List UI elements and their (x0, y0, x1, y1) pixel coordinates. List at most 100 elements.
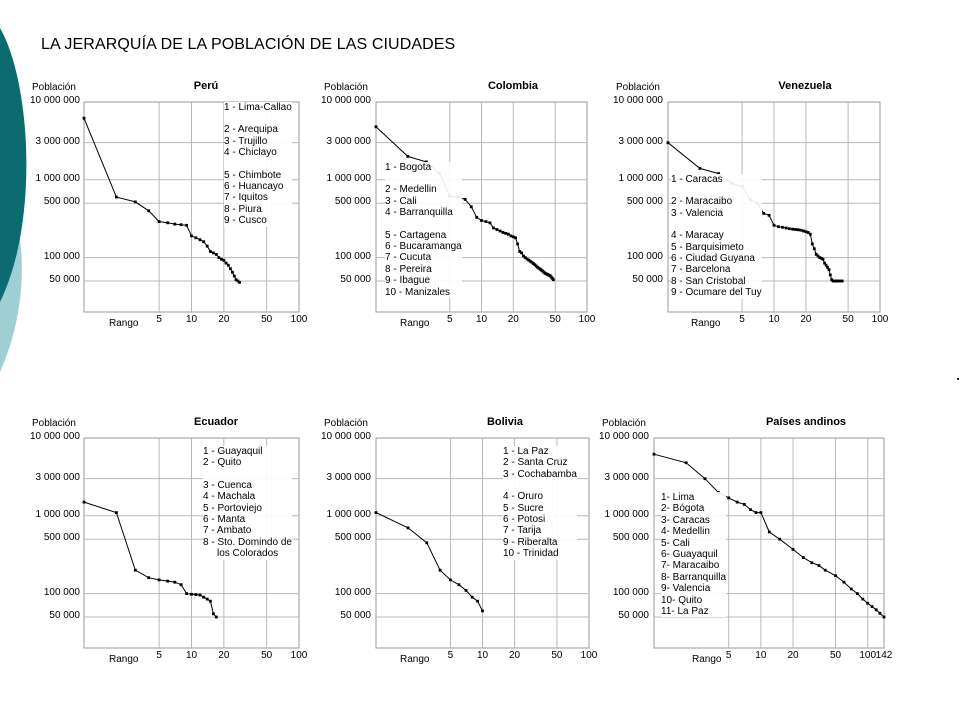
data-point (232, 274, 236, 278)
data-point (190, 234, 193, 238)
legend-item: 6- Guayaquil (661, 549, 718, 561)
legend-item: 1- Lima (661, 492, 695, 503)
x-tick-label: 20 (218, 314, 230, 325)
data-point (198, 238, 202, 242)
legend-item: 1 - Guayaquil (203, 446, 263, 457)
data-point (198, 593, 202, 597)
x-tick-label: 10 (476, 650, 489, 661)
data-point (523, 256, 527, 259)
data-point (874, 608, 878, 612)
legend-item: 6 - Ciudad Guyana (671, 253, 755, 265)
data-point (821, 257, 825, 261)
data-point (525, 257, 529, 261)
data-point (849, 587, 853, 591)
data-point (840, 279, 844, 283)
city-legend: 1 - Lima-Callao 2 - Arequipa 3 - Trujillo 4… (224, 102, 292, 227)
data-point (481, 609, 484, 613)
page-title: LA JERARQUÍA DE LA POBLACIÓN DE LAS CIUD… (41, 36, 456, 53)
data-point (209, 250, 212, 253)
data-point (806, 231, 810, 234)
y-tick-label: 500 000 (334, 532, 371, 544)
data-point (507, 232, 510, 236)
y-tick-label: 50 000 (632, 274, 663, 286)
data-point (185, 223, 188, 227)
x-tick-label: 10 (185, 650, 198, 661)
data-point (179, 223, 183, 227)
data-point (784, 226, 788, 230)
data-point (374, 511, 378, 514)
legend-item: 6 - Bucaramanga (385, 241, 462, 253)
data-point (212, 251, 215, 255)
data-point (799, 228, 803, 232)
legend-item: 4 - Machala (203, 491, 256, 503)
data-point (509, 234, 513, 238)
chart-ecuador: Ecuador Población 10 000 000 3 000 000 1 000… (30, 416, 330, 716)
y-tick-label: 50 000 (49, 274, 80, 286)
data-point (438, 568, 442, 572)
data-point (374, 125, 378, 129)
data-point (457, 583, 461, 587)
data-point (504, 232, 508, 235)
data-point (814, 253, 818, 256)
x-tick-label: 10 (755, 650, 767, 661)
side-decoration (0, 28, 27, 372)
data-point (133, 200, 137, 204)
data-point (179, 583, 183, 587)
data-point (791, 227, 795, 231)
data-point (735, 500, 739, 504)
y-tick-label: 10 000 000 (598, 431, 649, 442)
legend-item: 2 - Medellin (385, 184, 437, 196)
y-tick-label: 100 000 (43, 586, 80, 598)
legend-item: 6 - Manta (203, 514, 246, 526)
legend-item: 2 - Santa Cruz (503, 457, 568, 469)
y-axis-label: Población (616, 82, 660, 93)
data-point (166, 221, 170, 225)
data-point (222, 259, 226, 262)
chart-svg (652, 437, 886, 649)
data-point (480, 219, 483, 222)
data-point (810, 561, 814, 565)
data-point (816, 254, 820, 258)
chart-title: Perú (193, 80, 219, 92)
data-point (231, 270, 234, 274)
x-tick-label: 50 (842, 314, 854, 325)
data-point (476, 599, 479, 603)
y-tick-label: 10 000 000 (320, 95, 371, 106)
data-point (820, 256, 823, 260)
x-tick-label: 100 (859, 650, 877, 661)
x-tick-label: 100 (290, 650, 308, 661)
series-line (375, 512, 483, 612)
city-legend: 1 - Guayaquil 2 - Quito 3 - Cuenca 4 - Mach… (203, 446, 292, 560)
data-point (808, 232, 812, 236)
chart-title: Venezuela (778, 80, 832, 92)
x-tick-label: 50 (261, 314, 273, 325)
legend-item: 6 - Potosi (503, 514, 546, 526)
legend-item: 2 - Maracaibo (671, 196, 733, 208)
legend-item: 3 - Cali (385, 195, 417, 207)
x-tick-label: 20 (787, 650, 799, 661)
legend-item: 4 - Maracay (671, 230, 724, 242)
chart-title: Ecuador (193, 416, 238, 428)
y-tick-label: 10 000 000 (320, 431, 371, 442)
data-point (425, 541, 429, 545)
x-tick-label: 5 (446, 314, 453, 325)
legend-item-continued: los Colorados (217, 548, 279, 560)
x-tick-label: 142 (875, 650, 893, 661)
y-tick-label: 50 000 (618, 610, 649, 622)
x-tick-label: 100 (578, 314, 596, 325)
x-axis-label: Rango (691, 318, 721, 329)
data-point (406, 526, 410, 530)
data-point (823, 261, 826, 265)
data-point (157, 220, 161, 223)
chart-svg (666, 101, 881, 313)
legend-item: 6 - Huancayo (224, 181, 284, 193)
data-point (209, 599, 212, 603)
legend-item: 7- Maracaibo (661, 560, 720, 572)
legend-item: 1 - Caracas (671, 174, 723, 185)
legend-item: 8 - San Cristobal (671, 275, 746, 287)
data-point (826, 265, 829, 269)
x-tick-label: 5 (725, 650, 732, 661)
y-axis-label: Población (324, 82, 368, 93)
y-tick-label: 1 000 000 (35, 508, 81, 520)
legend-item: 8 - Piura (224, 203, 262, 215)
